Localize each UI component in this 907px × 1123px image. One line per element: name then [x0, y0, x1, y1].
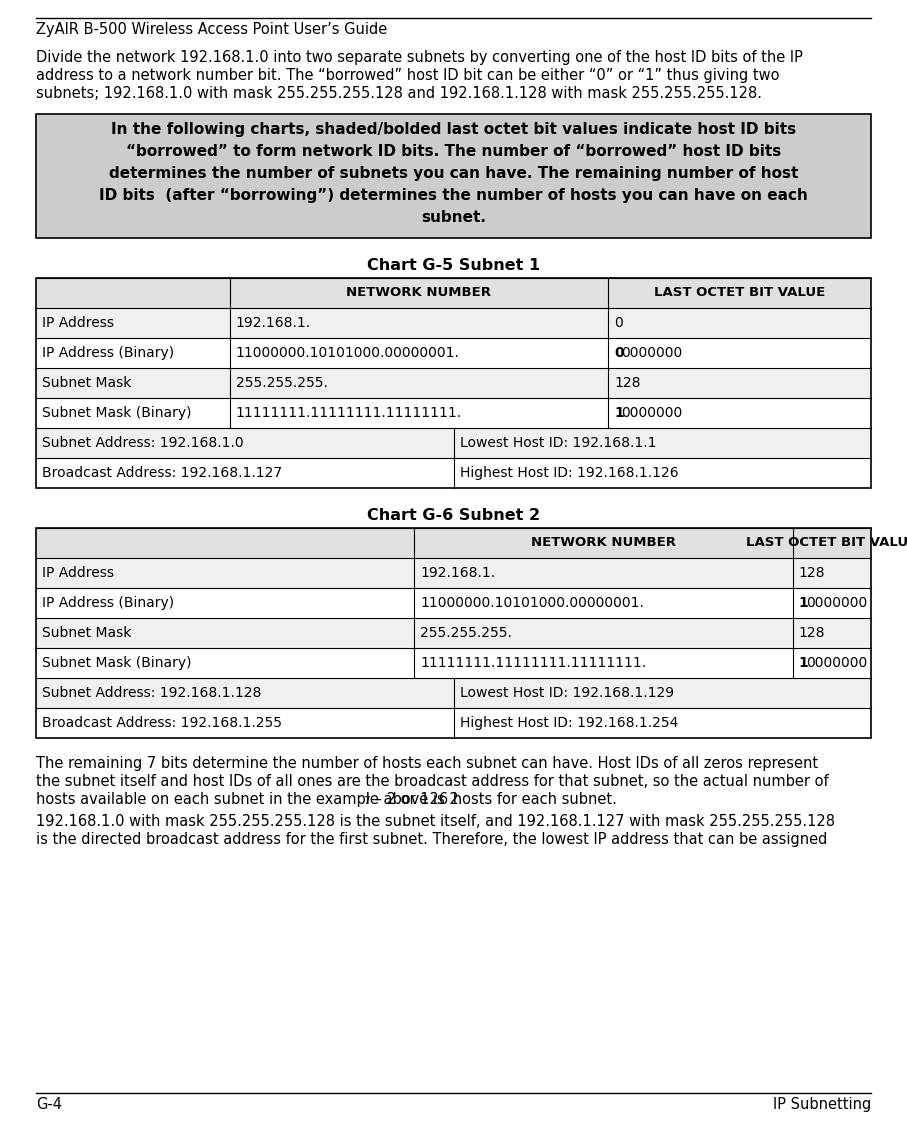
Text: 192.168.1.: 192.168.1.	[236, 316, 311, 330]
Text: subnet.: subnet.	[421, 210, 486, 225]
Text: ZyAIR B-500 Wireless Access Point User’s Guide: ZyAIR B-500 Wireless Access Point User’s…	[36, 22, 387, 37]
Text: NETWORK NUMBER: NETWORK NUMBER	[531, 537, 676, 549]
Text: 0000000: 0000000	[805, 656, 867, 670]
Text: address to a network number bit. The “borrowed” host ID bit can be either “0” or: address to a network number bit. The “bo…	[36, 69, 779, 83]
FancyBboxPatch shape	[36, 618, 871, 648]
Text: Broadcast Address: 192.168.1.127: Broadcast Address: 192.168.1.127	[42, 466, 282, 480]
Text: 1: 1	[614, 407, 624, 420]
Text: 7: 7	[364, 796, 370, 806]
Text: 128: 128	[798, 566, 825, 579]
FancyBboxPatch shape	[36, 398, 871, 428]
Text: IP Subnetting: IP Subnetting	[773, 1097, 871, 1112]
FancyBboxPatch shape	[36, 115, 871, 238]
Text: Lowest Host ID: 192.168.1.129: Lowest Host ID: 192.168.1.129	[460, 686, 674, 700]
Text: 192.168.1.: 192.168.1.	[420, 566, 495, 579]
Text: 11000000.10101000.00000001.: 11000000.10101000.00000001.	[236, 346, 460, 360]
Text: Highest Host ID: 192.168.1.126: Highest Host ID: 192.168.1.126	[460, 466, 678, 480]
Text: 0: 0	[614, 316, 623, 330]
Text: Subnet Mask: Subnet Mask	[42, 376, 132, 390]
Text: 1: 1	[798, 596, 808, 610]
Text: Chart G-6 Subnet 2: Chart G-6 Subnet 2	[367, 508, 540, 523]
Text: 255.255.255.: 255.255.255.	[236, 376, 327, 390]
Text: Subnet Mask: Subnet Mask	[42, 626, 132, 640]
Text: 0000000: 0000000	[621, 407, 682, 420]
FancyBboxPatch shape	[36, 458, 871, 489]
FancyBboxPatch shape	[36, 279, 871, 308]
Text: Subnet Address: 192.168.1.0: Subnet Address: 192.168.1.0	[42, 436, 244, 450]
Text: 11111111.11111111.11111111.: 11111111.11111111.11111111.	[236, 407, 462, 420]
FancyBboxPatch shape	[36, 648, 871, 678]
Text: 0000000: 0000000	[805, 596, 867, 610]
Text: the subnet itself and host IDs of all ones are the broadcast address for that su: the subnet itself and host IDs of all on…	[36, 774, 829, 789]
Text: hosts available on each subnet in the example above is 2: hosts available on each subnet in the ex…	[36, 792, 459, 807]
Text: IP Address (Binary): IP Address (Binary)	[42, 596, 174, 610]
FancyBboxPatch shape	[36, 528, 871, 558]
Text: Lowest Host ID: 192.168.1.1: Lowest Host ID: 192.168.1.1	[460, 436, 656, 450]
FancyBboxPatch shape	[36, 678, 871, 707]
Text: Highest Host ID: 192.168.1.254: Highest Host ID: 192.168.1.254	[460, 716, 678, 730]
FancyBboxPatch shape	[36, 338, 871, 368]
Text: 11111111.11111111.11111111.: 11111111.11111111.11111111.	[420, 656, 647, 670]
Text: Subnet Address: 192.168.1.128: Subnet Address: 192.168.1.128	[42, 686, 261, 700]
Text: 0: 0	[614, 346, 624, 360]
Text: is the directed broadcast address for the first subnet. Therefore, the lowest IP: is the directed broadcast address for th…	[36, 832, 827, 847]
Text: Chart G-5 Subnet 1: Chart G-5 Subnet 1	[367, 258, 540, 273]
FancyBboxPatch shape	[36, 428, 871, 458]
FancyBboxPatch shape	[36, 558, 871, 588]
Text: IP Address: IP Address	[42, 566, 114, 579]
Text: subnets; 192.168.1.0 with mask 255.255.255.128 and 192.168.1.128 with mask 255.2: subnets; 192.168.1.0 with mask 255.255.2…	[36, 86, 762, 101]
Text: IP Address: IP Address	[42, 316, 114, 330]
Text: Broadcast Address: 192.168.1.255: Broadcast Address: 192.168.1.255	[42, 716, 282, 730]
Text: 128: 128	[614, 376, 640, 390]
Text: – 2 or 126 hosts for each subnet.: – 2 or 126 hosts for each subnet.	[369, 792, 617, 807]
Text: determines the number of subnets you can have. The remaining number of host: determines the number of subnets you can…	[109, 166, 798, 181]
Text: LAST OCTET BIT VALUE: LAST OCTET BIT VALUE	[746, 537, 907, 549]
Text: “borrowed” to form network ID bits. The number of “borrowed” host ID bits: “borrowed” to form network ID bits. The …	[126, 144, 781, 159]
FancyBboxPatch shape	[36, 707, 871, 738]
Text: LAST OCTET BIT VALUE: LAST OCTET BIT VALUE	[654, 286, 825, 300]
Text: IP Address (Binary): IP Address (Binary)	[42, 346, 174, 360]
FancyBboxPatch shape	[36, 308, 871, 338]
Text: In the following charts, shaded/bolded last octet bit values indicate host ID bi: In the following charts, shaded/bolded l…	[111, 122, 796, 137]
Text: 192.168.1.0 with mask 255.255.255.128 is the subnet itself, and 192.168.1.127 wi: 192.168.1.0 with mask 255.255.255.128 is…	[36, 814, 835, 829]
Text: The remaining 7 bits determine the number of hosts each subnet can have. Host ID: The remaining 7 bits determine the numbe…	[36, 756, 818, 772]
Text: Divide the network 192.168.1.0 into two separate subnets by converting one of th: Divide the network 192.168.1.0 into two …	[36, 51, 803, 65]
Text: G-4: G-4	[36, 1097, 62, 1112]
Text: ID bits  (after “borrowing”) determines the number of hosts you can have on each: ID bits (after “borrowing”) determines t…	[99, 188, 808, 203]
Text: 11000000.10101000.00000001.: 11000000.10101000.00000001.	[420, 596, 644, 610]
FancyBboxPatch shape	[36, 368, 871, 398]
Text: 255.255.255.: 255.255.255.	[420, 626, 512, 640]
Text: Subnet Mask (Binary): Subnet Mask (Binary)	[42, 407, 191, 420]
Text: 0000000: 0000000	[621, 346, 682, 360]
Text: 1: 1	[798, 656, 808, 670]
Text: Subnet Mask (Binary): Subnet Mask (Binary)	[42, 656, 191, 670]
FancyBboxPatch shape	[36, 588, 871, 618]
Text: 128: 128	[798, 626, 825, 640]
Text: NETWORK NUMBER: NETWORK NUMBER	[346, 286, 492, 300]
